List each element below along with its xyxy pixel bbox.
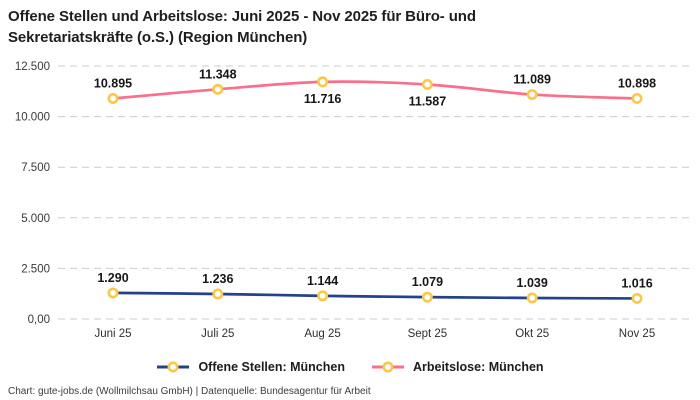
data-point-label: 11.587 [409, 94, 447, 108]
legend-label-arbeitslose: Arbeitslose: München [412, 360, 544, 374]
x-axis-tick-label: Sept 25 [408, 328, 448, 340]
page-title: Offene Stellen und Arbeitslose: Juni 202… [8, 6, 588, 48]
data-point-label: 1.079 [412, 275, 443, 289]
data-point-label: 1.290 [97, 271, 128, 285]
data-point-label: 11.348 [199, 67, 237, 81]
data-point-marker [317, 290, 329, 302]
legend-label-offene-stellen: Offene Stellen: München [198, 360, 345, 374]
y-axis-tick-label: 10.000 [15, 112, 50, 124]
data-point-marker [526, 89, 538, 101]
data-point-marker [212, 83, 224, 95]
title-line-1: Offene Stellen und Arbeitslose: Juni 202… [8, 8, 476, 25]
data-point-label: 1.039 [517, 276, 548, 290]
x-axis-tick-label: Juni 25 [94, 328, 131, 340]
data-point-marker [421, 291, 433, 303]
y-axis-tick-label: 0,00 [28, 314, 50, 326]
y-axis-tick-label: 12.500 [15, 61, 50, 73]
chart-legend: Offene Stellen: München Arbeitslose: Mün… [0, 360, 700, 374]
title-line-2: Sekretariatskräfte (o.S.) (Region Münche… [8, 29, 308, 46]
x-axis-tick-label: Juli 25 [201, 328, 234, 340]
data-point-label: 1.016 [621, 276, 652, 290]
y-axis-tick-label: 2.500 [21, 263, 50, 275]
y-axis-tick-label: 5.000 [21, 213, 50, 225]
legend-entry-offene-stellen[interactable]: Offene Stellen: München [156, 360, 345, 374]
x-axis-tick-label: Nov 25 [619, 328, 655, 340]
series-line [111, 291, 639, 300]
line-marker-icon [157, 361, 190, 373]
legend-entry-arbeitslose[interactable]: Arbeitslose: München [371, 360, 544, 374]
data-point-label: 11.089 [513, 73, 551, 87]
data-point-label: 11.716 [304, 92, 342, 106]
data-point-marker [212, 288, 224, 300]
x-axis-tick-label: Aug 25 [304, 328, 340, 340]
series-line [111, 80, 639, 100]
data-point-marker [107, 287, 119, 299]
data-point-marker [631, 92, 643, 104]
data-point-label: 1.144 [307, 274, 338, 288]
x-axis-tick-label: Okt 25 [515, 328, 549, 340]
data-point-marker [317, 76, 329, 88]
source-credit: Chart: gute-jobs.de (Wollmilchsau GmbH) … [8, 386, 371, 397]
data-point-marker [421, 79, 433, 90]
data-point-marker [107, 93, 119, 104]
data-point-marker [526, 292, 538, 304]
y-axis-tick-label: 7.500 [21, 162, 50, 174]
line-marker-icon [371, 361, 404, 373]
data-point-label: 1.236 [202, 272, 233, 286]
line-chart: 0,00 2.500 5.000 7.500 10.000 12.500 Juni 25 Ju… [15, 61, 694, 340]
data-point-label: 10.895 [94, 76, 132, 90]
data-point-marker [631, 292, 643, 304]
data-point-label: 10.898 [618, 76, 656, 90]
